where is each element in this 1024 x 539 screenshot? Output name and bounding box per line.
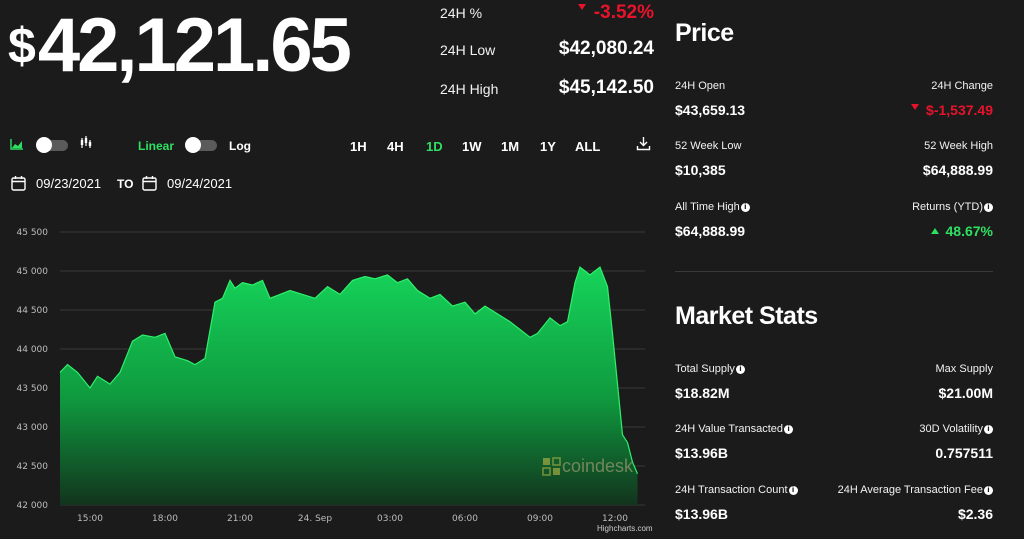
stat-24h-low-label: 24H Low	[440, 42, 496, 58]
coindesk-logo-icon	[542, 456, 561, 476]
area-chart-icon[interactable]	[10, 137, 24, 155]
tab-1y[interactable]: 1Y	[540, 139, 556, 154]
returns-ytd-value: 48.67%	[930, 223, 993, 239]
all-time-high-value: $64,888.99	[675, 223, 746, 239]
value-transacted-value: $13.96B	[675, 445, 728, 461]
y-tick-label: 45 000	[17, 267, 49, 277]
total-supply-label: Total Supply i	[675, 363, 745, 375]
calendar-to-icon[interactable]	[142, 175, 157, 196]
y-tick-label: 44 000	[17, 345, 49, 355]
download-icon[interactable]	[636, 136, 651, 156]
down-triangle-icon	[911, 104, 920, 110]
chart-type-toggle[interactable]	[36, 137, 68, 153]
price-area-fill	[60, 267, 638, 505]
x-tick-label: 06:00	[452, 514, 478, 524]
transaction-count-label: 24H Transaction Count i	[675, 484, 798, 496]
down-triangle-icon	[577, 4, 586, 10]
price-value: 42,121.65	[37, 3, 352, 88]
date-from[interactable]: 09/23/2021	[36, 176, 102, 191]
value-transacted-label: 24H Value Transacted i	[675, 423, 794, 435]
y-tick-label: 43 500	[17, 384, 49, 394]
x-tick-label: 21:00	[227, 514, 253, 524]
x-tick-label: 24. Sep	[298, 514, 332, 524]
volatility-30d-value: 0.757511	[935, 445, 993, 461]
log-scale-label[interactable]: Log	[229, 139, 251, 153]
stat-24h-high-value: $45,142.50	[558, 77, 654, 98]
price-chart[interactable]: 45 500 45 000 44 500 44 000 43 500 43 000 42 5…	[0, 220, 660, 539]
tab-4h[interactable]: 4H	[387, 139, 404, 154]
tab-1d[interactable]: 1D	[426, 139, 443, 154]
price-section-title: Price	[675, 19, 734, 47]
avg-transaction-fee-value: $2.36	[957, 506, 993, 522]
x-tick-label: 18:00	[152, 514, 178, 524]
x-tick-label: 03:00	[377, 514, 403, 524]
y-tick-label: 42 000	[17, 501, 49, 511]
coindesk-watermark: coindesk	[542, 456, 633, 477]
tab-1m[interactable]: 1M	[501, 139, 520, 154]
stat-24h-pct-value: -3.52%	[577, 2, 654, 24]
week52-low-value: $10,385	[675, 162, 726, 178]
avg-transaction-fee-label: 24H Average Transaction Fee i	[838, 484, 993, 496]
info-icon[interactable]: i	[740, 203, 750, 212]
up-triangle-icon	[930, 228, 939, 235]
week52-high-value: $64,888.99	[922, 162, 993, 178]
week52-high-label: 52 Week High	[924, 140, 993, 152]
market-stats-title: Market Stats	[675, 302, 818, 330]
week52-low-label: 52 Week Low	[675, 140, 742, 152]
tab-1h[interactable]: 1H	[350, 139, 367, 154]
y-tick-label: 45 500	[17, 228, 49, 238]
tab-all[interactable]: ALL	[575, 139, 601, 154]
info-icon[interactable]: i	[984, 486, 993, 495]
highcharts-credit[interactable]: Highcharts.com	[597, 524, 653, 533]
info-icon[interactable]: i	[984, 425, 993, 434]
max-supply-value: $21.00M	[938, 385, 993, 401]
current-price: $42,121.65	[8, 0, 352, 92]
y-tick-label: 44 500	[17, 306, 49, 316]
change-24h-value: $-1,537.49	[911, 102, 993, 118]
info-icon[interactable]: i	[784, 425, 794, 434]
y-tick-label: 42 500	[17, 462, 49, 472]
total-supply-value: $18.82M	[675, 385, 730, 401]
open-24h-value: $43,659.13	[675, 102, 746, 118]
all-time-high-label: All Time High i	[675, 201, 750, 213]
info-icon[interactable]: i	[788, 486, 798, 495]
section-divider	[675, 271, 993, 272]
stat-24h-high-label: 24H High	[440, 81, 499, 97]
info-icon[interactable]: i	[735, 365, 745, 374]
x-tick-label: 15:00	[77, 514, 103, 524]
date-to-label: TO	[117, 177, 134, 191]
info-icon[interactable]: i	[984, 203, 993, 212]
calendar-from-icon[interactable]	[11, 175, 26, 196]
tab-1w[interactable]: 1W	[462, 139, 482, 154]
stat-24h-low-value: $42,080.24	[558, 38, 654, 59]
change-24h-label: 24H Change	[931, 80, 993, 92]
y-tick-label: 43 000	[17, 423, 49, 433]
price-line	[59, 266, 639, 475]
returns-ytd-label: Returns (YTD) i	[912, 201, 993, 213]
candlestick-icon[interactable]	[80, 136, 92, 154]
transaction-count-value: $13.96B	[675, 506, 728, 522]
date-to[interactable]: 09/24/2021	[167, 176, 233, 191]
currency-symbol: $	[8, 18, 36, 74]
open-24h-label: 24H Open	[675, 80, 726, 92]
volatility-30d-label: 30D Volatility i	[919, 423, 993, 435]
x-tick-label: 09:00	[527, 514, 553, 524]
scale-toggle[interactable]	[185, 137, 217, 153]
stat-24h-pct-label: 24H %	[440, 5, 483, 21]
max-supply-label: Max Supply	[935, 363, 993, 375]
linear-scale-label[interactable]: Linear	[138, 139, 175, 153]
x-tick-label: 12:00	[602, 514, 628, 524]
